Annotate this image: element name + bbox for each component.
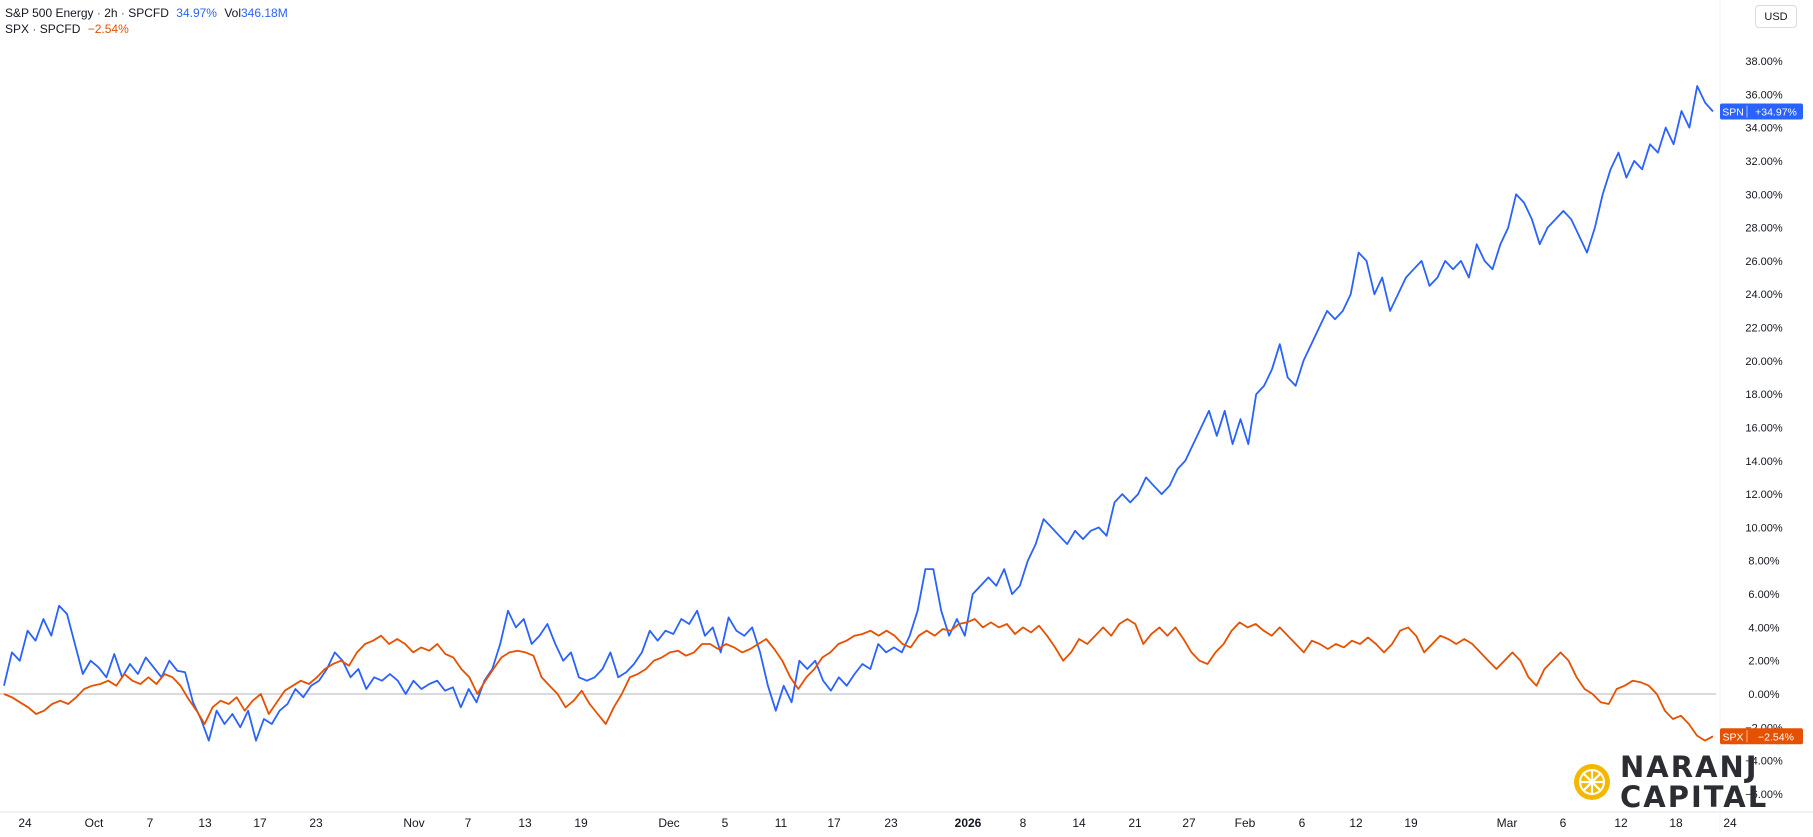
x-tick-label: 19 (574, 816, 588, 830)
x-tick-label: Oct (85, 816, 104, 830)
x-tick-label: Mar (1497, 816, 1518, 830)
series-layer (3, 85, 1714, 742)
y-tick-label: 14.00% (1745, 456, 1783, 468)
y-tick-label: 30.00% (1745, 189, 1783, 201)
y-tick-label: 8.00% (1748, 556, 1779, 568)
last-value-series-name: SPX (1722, 731, 1743, 743)
y-tick-label: 12.00% (1745, 489, 1783, 501)
y-tick-label: 24.00% (1745, 289, 1783, 301)
x-tick-label: 7 (465, 816, 472, 830)
x-tick-label: 19 (1404, 816, 1418, 830)
y-tick-label: 28.00% (1745, 223, 1783, 235)
y-axis[interactable]: 38.00% 36.00% 34.00% 32.00% 30.00% 28.00% 26.0… (1745, 56, 1783, 801)
legend-spx-change: −2.54% (87, 22, 129, 36)
x-tick-label: 11 (775, 816, 788, 830)
last-value-series-name: SPN (1722, 106, 1744, 118)
y-tick-label: 26.00% (1745, 256, 1783, 268)
logo-line-1: NARANJ (1620, 750, 1759, 784)
y-tick-label: 0.00% (1748, 689, 1779, 701)
y-tick-label: 10.00% (1745, 522, 1783, 534)
x-tick-label: 7 (147, 816, 154, 830)
last-value-label-spn: SPN +34.97% (1720, 103, 1803, 120)
x-tick-label: 8 (1020, 816, 1027, 830)
legend-spx-name: SPX (5, 22, 30, 36)
x-tick-label: 24 (1723, 816, 1737, 830)
x-axis[interactable]: 24 Oct 7 13 17 23 Nov 7 13 19 Dec 5 11 17 23 2026 8 14 21 2… (18, 816, 1737, 830)
x-tick-label: 6 (1560, 816, 1567, 830)
legend-spn-change: 34.97% (176, 6, 217, 20)
legend-row-spx[interactable]: SPX · SPCFD −2.54% (5, 22, 129, 36)
x-tick-label: 23 (309, 816, 323, 830)
last-value-text: +34.97% (1755, 106, 1797, 118)
x-tick-label: 12 (1614, 816, 1628, 830)
x-tick-label: 17 (827, 816, 841, 830)
logo-line-2: CAPITAL (1620, 780, 1769, 814)
currency-button[interactable]: USD (1755, 5, 1797, 28)
legend-spn-vol-value: 346.18M (241, 6, 288, 20)
x-tick-label: 21 (1128, 816, 1142, 830)
series-line-spn[interactable] (3, 85, 1714, 742)
x-tick-label: 13 (518, 816, 532, 830)
y-tick-label: 18.00% (1745, 389, 1783, 401)
x-tick-label: 12 (1349, 816, 1363, 830)
legend-spn-name: S&P 500 Energy (5, 6, 94, 20)
last-value-label-spx: SPX −2.54% (1720, 728, 1803, 745)
y-tick-label: 22.00% (1745, 323, 1783, 335)
x-tick-label: 17 (253, 816, 267, 830)
x-tick-label: 5 (722, 816, 729, 830)
y-tick-label: 2.00% (1748, 656, 1779, 668)
last-value-text: −2.54% (1758, 731, 1794, 743)
legend-spx-source: SPCFD (39, 22, 81, 36)
x-tick-label: 18 (1669, 816, 1683, 830)
x-tick-label: 14 (1072, 816, 1086, 830)
y-tick-label: 16.00% (1745, 422, 1783, 434)
series-line-spx[interactable] (3, 618, 1714, 742)
chart-legend[interactable]: S&P 500 Energy · 2h · SPCFD 34.97% Vol34… (5, 5, 288, 37)
y-tick-label: 20.00% (1745, 356, 1783, 368)
legend-spn-vol-label: Vol (224, 6, 241, 20)
x-tick-label: Nov (403, 816, 424, 830)
logo-wordmark: NARANJ CAPITAL (1620, 752, 1768, 812)
y-tick-label: −6.00% (1745, 789, 1783, 801)
x-tick-label: Dec (658, 816, 679, 830)
x-tick-label: 27 (1182, 816, 1196, 830)
y-tick-label: 36.00% (1745, 89, 1783, 101)
y-tick-label: 38.00% (1745, 56, 1783, 68)
legend-spn-source: SPCFD (128, 6, 169, 20)
y-tick-label: 32.00% (1745, 156, 1783, 168)
last-value-labels: SPN +34.97% SPX −2.54% (1720, 103, 1803, 745)
legend-row-spn[interactable]: S&P 500 Energy · 2h · SPCFD 34.97% Vol34… (5, 6, 288, 20)
x-tick-label: 13 (198, 816, 212, 830)
y-tick-label: 6.00% (1748, 589, 1779, 601)
x-tick-label: 24 (18, 816, 32, 830)
legend-spn-interval: 2h (104, 6, 118, 20)
x-tick-label: 23 (884, 816, 898, 830)
orange-slice-icon (1574, 764, 1610, 800)
x-tick-label: Feb (1235, 816, 1256, 830)
naranj-capital-logo: NARANJ CAPITAL (1572, 752, 1768, 812)
y-tick-label: −4.00% (1745, 756, 1783, 768)
y-tick-label: 34.00% (1745, 123, 1783, 135)
x-tick-label: 6 (1299, 816, 1306, 830)
x-tick-label: 2026 (955, 816, 982, 830)
y-tick-label: 4.00% (1748, 622, 1779, 634)
